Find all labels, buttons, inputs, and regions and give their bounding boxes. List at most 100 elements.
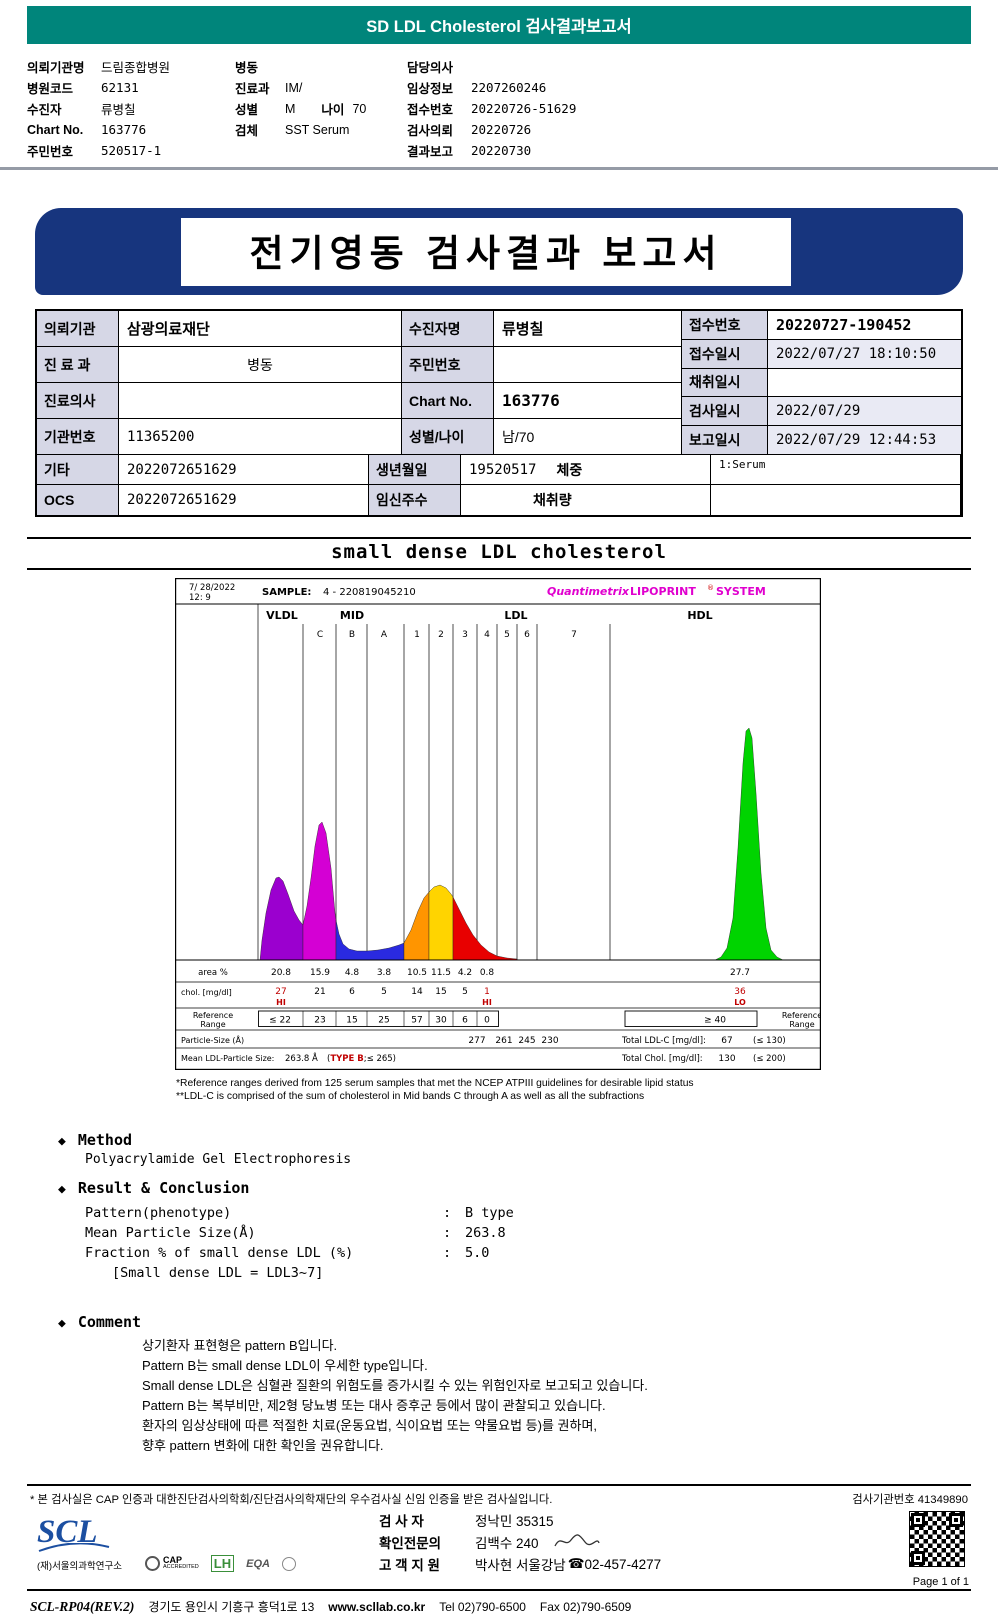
sub-label: 7: [571, 630, 577, 640]
table-col-right: 접수번호 20220727-190452 접수일시 2022/07/27 18:10…: [682, 311, 961, 455]
lab-fax: Fax 02)790-6509: [539, 1600, 632, 1614]
cell-value: 2022072651629: [119, 485, 369, 515]
field-label: Chart No.: [27, 122, 84, 137]
cell-value: 20220727-190452: [768, 311, 961, 340]
document-number: SCL-RP04(REV.2): [30, 1599, 135, 1614]
particle-value: 230: [541, 1036, 558, 1046]
cell-label: 생년월일: [369, 455, 461, 485]
field-value: 520517-1: [101, 143, 162, 158]
phone-number: 02-457-4277: [584, 1556, 662, 1572]
sub-label: A: [381, 630, 388, 640]
patient-header-col1: 의뢰기관명 드림종합병원 병원코드 62131 수진자 류병칠 Chart No. 16…: [27, 56, 235, 161]
report-title-bar: SD LDL Cholesterol 검사결과보고서: [27, 6, 971, 44]
cell-label: 의뢰기관: [37, 311, 119, 347]
band-label-mid: MID: [340, 609, 364, 622]
certification-row: * 본 검사실은 CAP 인증과 대한진단검사의학회/진단검사의학재단의 우수검…: [0, 1486, 998, 1509]
field-label: 수진자: [27, 103, 62, 117]
patient-header-col2: 병동 진료과 IM/ 성별 M 나이 70 검체 SST Serum: [235, 56, 407, 161]
area-value: 3.8: [377, 968, 392, 978]
lab-report-page: { "page": { "title": "SD LDL Cholesterol…: [0, 6, 998, 1614]
ref-label-right: Range: [789, 1020, 814, 1029]
chol-value: 14: [411, 987, 423, 997]
method-heading: Method: [77, 1131, 133, 1149]
cell-label: 검사일시: [682, 397, 768, 427]
result-value: B type: [465, 1205, 514, 1221]
comment-line: Small dense LDL은 심혈관 질환의 위험도를 증가시킬 수 있는 …: [142, 1378, 648, 1393]
sub-label: 2: [438, 630, 444, 640]
field-value: 20220726-51629: [471, 101, 577, 116]
sub-label: 4: [484, 630, 490, 640]
cell-sublabel: 채취량: [533, 492, 572, 508]
row-label-chol: chol. [mg/dl]: [181, 988, 232, 997]
cell-sublabel: 체중: [556, 461, 583, 478]
cell-label: 기관번호: [37, 419, 119, 455]
particle-value: 277: [468, 1036, 485, 1046]
footnote-line: *Reference ranges derived from 125 serum…: [176, 1078, 694, 1089]
chol-value: 15: [435, 987, 446, 997]
qr-code: [909, 1511, 965, 1567]
ref-value: 15: [346, 1016, 357, 1026]
comment-line: Pattern B는 small dense LDL이 우세한 type입니다.: [142, 1358, 428, 1373]
lab-address: 경기도 용인시 기흥구 흥덕1로 13: [148, 1600, 315, 1614]
ref-value: 57: [411, 1016, 422, 1026]
sub-label: C: [317, 630, 323, 640]
curve-ldl3-7: [452, 896, 518, 961]
ref-value: 23: [314, 1016, 325, 1026]
result-note: [Small dense LDL = LDL3~7]: [112, 1265, 324, 1281]
sig-label: 검 사 자: [379, 1514, 424, 1529]
header-divider: [0, 167, 998, 170]
result-rows: Pattern(phenotype): B type Mean Particle …: [85, 1205, 998, 1285]
cell-value: 2022072651629: [119, 455, 369, 485]
signature-block: 검 사 자 정낙민 35315 확인전문의 김백수 240 고 객 지 원 박사현 서…: [379, 1509, 661, 1575]
chol-value: 6: [349, 987, 355, 997]
result-value: 263.8: [465, 1225, 506, 1241]
cell-value: [768, 369, 961, 398]
band-label-hdl: HDL: [687, 609, 712, 622]
section-title: small dense LDL cholesterol: [27, 537, 971, 570]
bottom-info-row: SCL-RP04(REV.2) 경기도 용인시 기흥구 흥덕1로 13 www.…: [0, 1591, 998, 1615]
cell-value: [494, 347, 682, 383]
mean-value: 263.8 Å: [285, 1052, 318, 1064]
cell-value: 병동: [119, 347, 402, 383]
cell-label: 기타: [37, 455, 119, 485]
cell-label: 진 료 과: [37, 347, 119, 383]
total-ldl-label: Total LDL-C [mg/dl]:: [621, 1036, 706, 1046]
scl-swoosh-icon: [38, 1543, 110, 1552]
field-label: 검체: [235, 124, 259, 138]
field-value: 류병칠: [101, 103, 136, 117]
cap-text: CAP: [163, 1554, 183, 1565]
ref-value: ≤ 22: [269, 1016, 291, 1026]
ref-label-left: Reference: [193, 1011, 233, 1020]
row-label-mean: Mean LDL-Particle Size:: [181, 1054, 274, 1063]
sub-label: 5: [504, 630, 510, 640]
field-value: SST Serum: [285, 122, 350, 137]
total-ldl-ref: (≤ 130): [753, 1036, 786, 1046]
curve-ldl2: [428, 884, 454, 961]
cell-label: 임신주수: [369, 485, 461, 515]
ref-label-left: Range: [200, 1020, 225, 1029]
sample-value: 4 - 220819045210: [323, 587, 416, 598]
cell-value: 류병칠: [494, 311, 682, 347]
cell-value: 2022/07/29 12:44:53: [768, 426, 961, 455]
band-label-vldl: VLDL: [266, 609, 298, 622]
registered-mark-icon: ®: [707, 584, 714, 592]
sub-label: 6: [524, 630, 530, 640]
comment-section: Comment 상기환자 표현형은 pattern B입니다. Pattern …: [58, 1311, 998, 1456]
cell-value: 2022/07/27 18:10:50: [768, 339, 961, 369]
chol-flag: LO: [734, 998, 746, 1007]
ref-value: 6: [462, 1016, 468, 1026]
footnote-line: **LDL-C is comprised of the sum of chole…: [176, 1091, 645, 1102]
sig-value: 박사현 서울강남: [475, 1558, 566, 1573]
field-label: 검사의뢰: [407, 124, 454, 138]
cert-note: * 본 검사실은 CAP 인증과 대한진단검사의학회/진단검사의학재단의 우수검…: [30, 1494, 553, 1506]
report-banner-title: 전기영동 검사결과 보고서: [181, 218, 791, 286]
result-label: Pattern(phenotype): [85, 1205, 232, 1221]
cell-label: 접수일시: [682, 339, 768, 369]
total-chol-value: 130: [718, 1054, 735, 1064]
mean-annotation: (TYPE B;≤ 265): [327, 1054, 396, 1064]
comment-lines: 상기환자 표현형은 pattern B입니다. Pattern B는 small…: [142, 1336, 998, 1456]
sig-label: 확인전문의: [379, 1536, 442, 1551]
cell-label: OCS: [37, 485, 119, 515]
result-colon: :: [443, 1245, 452, 1261]
field-label: 주민번호: [27, 145, 74, 159]
